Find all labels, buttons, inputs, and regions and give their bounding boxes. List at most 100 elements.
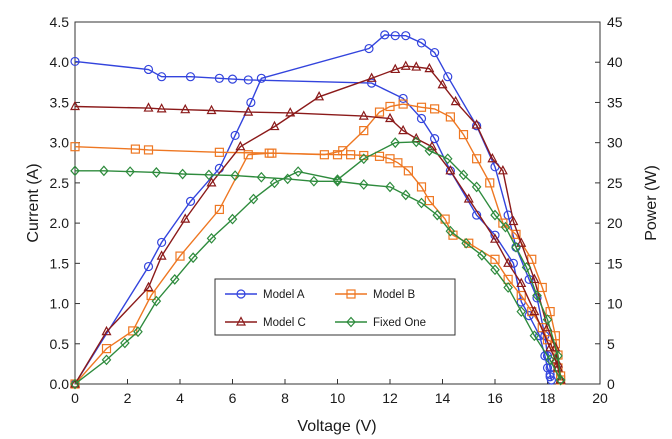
model-a-current-point — [542, 363, 553, 373]
model-c-current-point — [545, 342, 556, 352]
model-a-power-point — [472, 121, 482, 131]
series-model-c — [70, 60, 566, 388]
legend: Model A Model B Model C Fixed One — [214, 278, 456, 336]
fixed-one-power-point — [70, 378, 80, 390]
right-y-tick-label: 20 — [607, 215, 623, 231]
model-c-power-point — [366, 72, 377, 82]
fixed-one-power-point — [293, 166, 303, 178]
fixed-one-power-point — [332, 174, 343, 186]
model-a-current-point — [185, 72, 196, 82]
fixed-one-power-point — [553, 350, 563, 362]
left-y-tick-label: 2.5 — [50, 175, 70, 191]
model-c-current-point — [516, 277, 527, 288]
model-c-current-point — [243, 106, 254, 116]
model-b-power-point — [359, 125, 369, 136]
model-a-current-point — [398, 93, 408, 104]
model-a-power-point — [185, 196, 196, 206]
fixed-one-power-line — [74, 141, 562, 385]
legend-label-fixed-one: Fixed One — [373, 317, 426, 329]
legend-label-model-a: Model A — [263, 289, 305, 301]
fixed-one-current-point — [230, 170, 240, 182]
fixed-one-current-point — [461, 237, 471, 249]
left-y-tick-label: 1.5 — [50, 255, 70, 271]
model-a-current-point — [367, 78, 377, 88]
model-b-power-point — [385, 101, 395, 112]
model-c-power-point — [143, 281, 154, 292]
right-y-tick-label: 5 — [607, 336, 615, 352]
fixed-one-power-point — [227, 213, 238, 225]
model-b-power-point — [430, 104, 440, 114]
model-a-current-point — [416, 113, 427, 124]
fixed-one-power-point — [521, 261, 532, 273]
x-tick-label: 8 — [281, 390, 289, 406]
left-y-tick-label: 4.0 — [50, 54, 70, 70]
model-c-current-point — [156, 103, 167, 113]
fixed-one-power-point — [206, 232, 217, 244]
model-c-power-point — [437, 78, 448, 89]
model-a-current-point — [227, 74, 238, 84]
model-c-power-point — [156, 250, 167, 260]
model-c-power-point — [424, 62, 435, 73]
fixed-one-power-point — [471, 181, 482, 193]
model-c-current-point — [503, 257, 514, 267]
model-c-power-point — [516, 237, 527, 247]
model-c-power-point — [497, 165, 508, 175]
fixed-one-power-point — [500, 221, 511, 233]
fixed-one-power-point — [390, 137, 401, 149]
model-c-power-point — [487, 152, 498, 163]
model-a-current-point — [70, 56, 80, 67]
model-b-current-point — [214, 147, 224, 157]
model-c-power-point — [411, 61, 422, 71]
x-tick-label: 10 — [330, 390, 346, 406]
fixed-one-power-point — [358, 153, 369, 165]
left-y-tick-label: 3.5 — [50, 94, 70, 110]
model-c-current-line — [74, 105, 562, 381]
model-a-power-point — [443, 72, 453, 82]
model-a-current-point — [243, 75, 253, 85]
model-c-power-point — [555, 374, 566, 384]
left-y-tick-label: 2.0 — [50, 215, 70, 231]
fixed-one-current-point — [477, 249, 487, 261]
model-c-current-point — [385, 112, 395, 123]
model-b-current-point — [374, 151, 385, 161]
right-y-tick-label: 45 — [607, 14, 623, 30]
right-y-tick-label: 0 — [607, 376, 615, 392]
model-b-power-point — [128, 326, 138, 336]
fixed-one-current-point — [516, 306, 527, 318]
legend-swatches — [225, 289, 367, 328]
model-b-power-point — [398, 99, 408, 109]
fixed-one-power-point — [133, 326, 143, 338]
legend-label-model-c: Model C — [263, 317, 306, 329]
right-y-tick-label: 15 — [607, 255, 623, 271]
model-a-power-point — [157, 237, 167, 248]
fixed-one-current-point — [503, 282, 513, 293]
legend-marker-model-a — [236, 289, 246, 299]
model-b-power-point — [445, 112, 455, 122]
fixed-one-current-point — [256, 171, 267, 183]
x-tick-label: 0 — [71, 390, 79, 406]
fixed-one-power-point — [151, 295, 162, 307]
fixed-one-power-point — [424, 145, 435, 157]
fixed-one-power-point — [169, 274, 180, 285]
model-b-current-point — [130, 144, 140, 154]
model-b-power-point — [485, 178, 495, 188]
x-tick-label: 14 — [435, 390, 451, 406]
fixed-one-current-point — [545, 354, 555, 366]
fixed-one-power-point — [269, 177, 280, 189]
model-c-current-point — [490, 233, 500, 243]
fixed-one-power-point — [411, 136, 422, 148]
fixed-one-current-point — [490, 264, 500, 276]
model-b-power-point — [472, 154, 482, 164]
model-a-power-point — [542, 351, 553, 361]
model-b-power-point — [267, 148, 277, 158]
model-c-power-point — [314, 91, 325, 101]
model-a-power-point — [230, 130, 240, 141]
model-a-power-point — [390, 31, 400, 41]
model-c-current-point — [206, 104, 217, 115]
model-a-power-line — [74, 34, 551, 385]
legend-marker-model-c — [236, 316, 246, 326]
model-c-power-point — [550, 342, 561, 352]
right-y-tick-label: 10 — [607, 296, 623, 312]
right-y-tick-label: 30 — [607, 135, 623, 151]
